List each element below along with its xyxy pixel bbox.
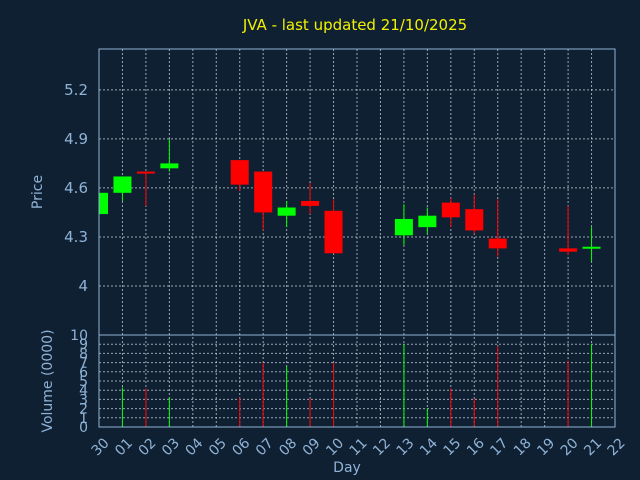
candle-body [488,238,507,249]
candle [254,171,273,231]
price-tick-label: 4.6 [64,179,88,197]
candle-body [230,160,249,185]
candle-body [277,207,296,216]
volume-tick-label: 1 [79,411,88,427]
candle-body [113,176,132,193]
candle [113,176,132,201]
candle-body [99,192,108,215]
volume-tick-label: 9 [79,337,88,353]
candle [277,200,296,228]
price-tick-label: 4 [78,277,88,295]
volume-tick-label: 4 [79,383,88,399]
candle-body [418,215,437,228]
price-tick-label: 5.2 [64,81,88,99]
volume-tick-label: 8 [79,346,88,362]
candles [98,138,601,262]
candle-body [324,210,343,254]
candle-body [559,248,578,252]
candle-body [582,246,601,249]
volume-tick-label: 0 [79,420,88,436]
candle-body [160,163,179,169]
candle-body [301,200,320,206]
candle [301,183,320,215]
volume-tick-label: 10 [70,328,88,344]
volume-axis-label: Volume (0000) [40,329,56,432]
candle-body [254,171,273,213]
candle-body [136,171,155,174]
volume-tick-label: 6 [79,365,88,381]
candle [136,171,155,206]
chart-title: JVA - last updated 21/10/2025 [242,16,467,34]
price-tick-label: 4.9 [64,130,88,148]
candle [441,197,460,228]
candle [98,192,108,215]
price-axis-label: Price [30,175,46,209]
candle-body [465,209,484,231]
candle [582,227,601,262]
candle [324,199,343,254]
volume-bars [121,344,593,427]
candle [465,194,484,234]
candle [488,199,507,257]
price-tick-label: 4.3 [64,228,88,246]
volume-tick-label: 2 [79,402,88,418]
candle [394,204,413,246]
volume-tick-label: 7 [79,356,88,372]
volume-panel-frame [98,334,616,428]
candle [230,160,249,192]
candle-body [441,202,460,218]
candle [160,138,179,172]
volume-tick-label: 5 [79,374,88,390]
x-axis-label: Day [333,460,361,476]
candle [559,205,578,255]
volume-tick-label: 3 [79,392,88,408]
candle-body [394,218,413,236]
candle [418,207,437,234]
